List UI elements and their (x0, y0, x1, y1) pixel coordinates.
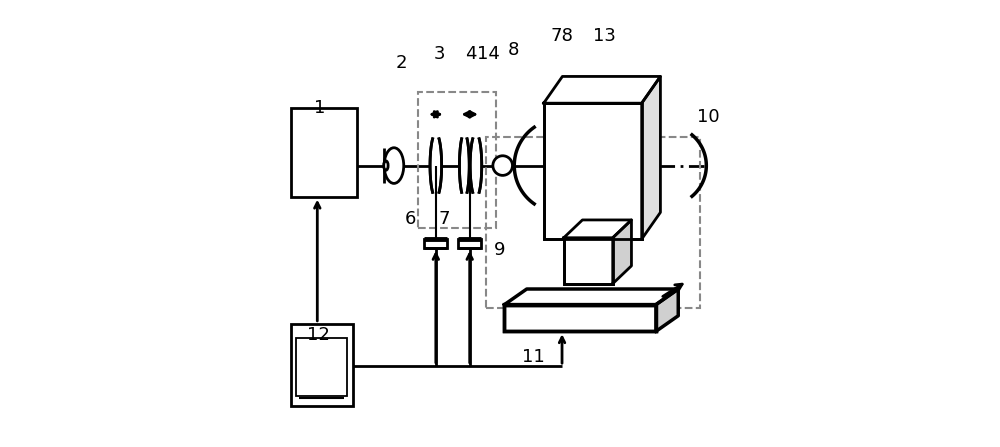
Polygon shape (424, 239, 447, 248)
Text: 12: 12 (307, 326, 330, 344)
Text: 1: 1 (314, 99, 325, 117)
Text: 2: 2 (395, 54, 407, 72)
Polygon shape (458, 239, 481, 248)
Polygon shape (544, 76, 660, 103)
Text: 3: 3 (434, 45, 446, 63)
Ellipse shape (384, 148, 404, 183)
Text: 11: 11 (522, 348, 545, 366)
Polygon shape (656, 289, 678, 331)
Polygon shape (430, 139, 442, 192)
Ellipse shape (384, 161, 388, 170)
Polygon shape (564, 220, 631, 238)
Text: 9: 9 (494, 241, 506, 259)
Circle shape (493, 156, 512, 175)
Polygon shape (470, 139, 482, 192)
Text: 8: 8 (508, 41, 519, 59)
Text: 4: 4 (465, 45, 477, 63)
Polygon shape (504, 289, 678, 304)
Text: 7: 7 (439, 210, 450, 228)
Polygon shape (642, 76, 660, 239)
Text: 78: 78 (550, 27, 573, 45)
Polygon shape (504, 304, 656, 331)
Text: 10: 10 (697, 108, 720, 126)
Text: 6: 6 (404, 210, 416, 228)
Polygon shape (544, 103, 642, 239)
Text: 13: 13 (593, 27, 616, 45)
Polygon shape (564, 238, 613, 284)
Text: 14: 14 (477, 45, 500, 63)
Polygon shape (459, 139, 469, 192)
Polygon shape (613, 220, 631, 284)
